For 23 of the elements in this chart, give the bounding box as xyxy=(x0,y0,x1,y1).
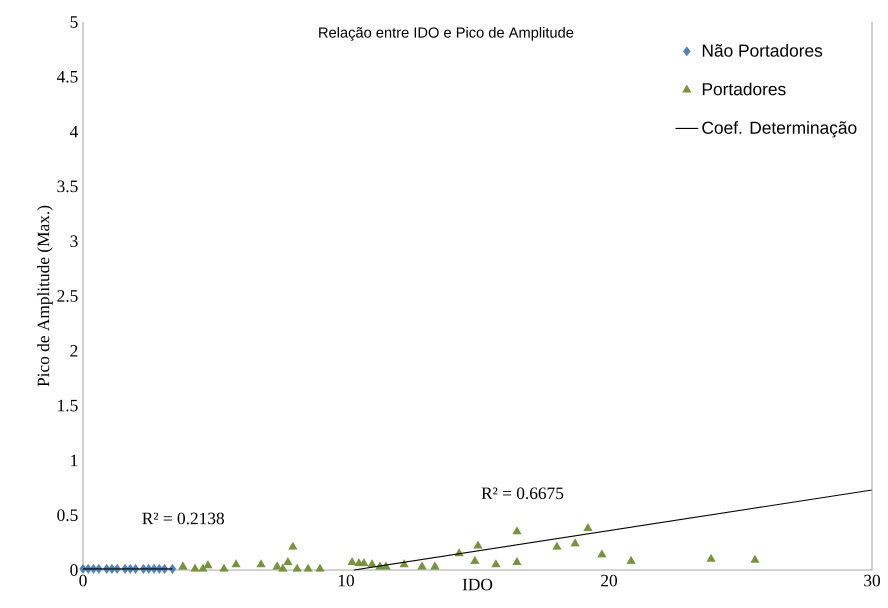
y-tick-label: 1 xyxy=(71,454,78,466)
chart-title: Relação entre IDO e Pico de Amplitude xyxy=(319,26,574,41)
annotation: R² = 0.6675 xyxy=(482,487,564,500)
legend-label: Coef. Determinação xyxy=(702,121,856,138)
legend-label: Não Portadores xyxy=(702,44,822,57)
y-tick-label: 0.5 xyxy=(57,509,78,522)
x-axis-title: IDO xyxy=(462,578,492,590)
y-tick-label: 3 xyxy=(70,235,78,248)
x-tick-label: 30 xyxy=(864,574,880,586)
y-axis-title: Pico de Amplitude (Max.) xyxy=(37,206,53,386)
y-tick-label: 2 xyxy=(70,345,78,357)
x-tick-label: 20 xyxy=(601,574,618,586)
x-tick-label: 10 xyxy=(338,574,354,586)
x-tick-label: 0 xyxy=(79,574,87,586)
legend-label: Portadores xyxy=(702,82,786,96)
y-tick-label: 4 xyxy=(70,126,78,138)
annotation: R² = 0.2138 xyxy=(142,512,224,524)
y-tick-label: 5 xyxy=(70,16,78,28)
y-tick-label: 3.5 xyxy=(57,180,78,192)
y-tick-label: 0 xyxy=(70,564,78,576)
y-tick-label: 4.5 xyxy=(56,70,78,83)
y-tick-label: 2.5 xyxy=(57,290,78,302)
y-tick-label: 1.5 xyxy=(58,400,78,412)
